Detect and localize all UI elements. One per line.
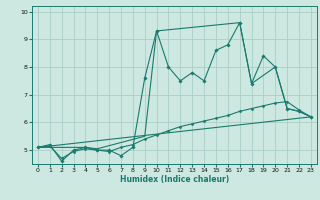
X-axis label: Humidex (Indice chaleur): Humidex (Indice chaleur) [120, 175, 229, 184]
